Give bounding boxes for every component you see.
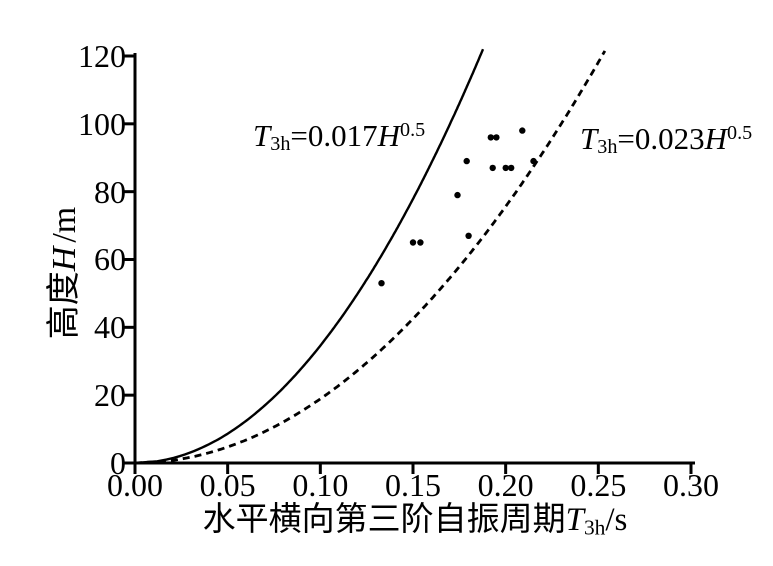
axis-spine bbox=[133, 53, 695, 465]
curve2-eq-base: H bbox=[704, 121, 728, 156]
data-point bbox=[409, 239, 417, 246]
y-tick-label: 120 bbox=[78, 37, 126, 74]
x-tick-label: 0.15 bbox=[384, 467, 441, 503]
y-tick-label: 0 bbox=[110, 445, 126, 481]
y-tick-label: 20 bbox=[94, 377, 126, 414]
data-point bbox=[378, 280, 385, 287]
data-point bbox=[463, 157, 470, 165]
x-axis-title-text: 水平横向第三阶自振周期 bbox=[202, 502, 566, 538]
y-tick-label: 60 bbox=[94, 241, 126, 278]
curve1-eq-exponent: 0.5 bbox=[400, 118, 426, 141]
dashed-curve bbox=[134, 50, 607, 465]
data-point bbox=[530, 157, 537, 165]
curve1-equation-label: T3h=0.017H0.5 bbox=[253, 118, 426, 156]
curve2-eq-equals: = bbox=[617, 121, 635, 156]
curve2-eq-variable: T bbox=[580, 121, 598, 156]
x-tick-label: 0.05 bbox=[199, 467, 256, 503]
curve2-eq-exponent: 0.5 bbox=[727, 121, 753, 144]
x-axis-unit: /s bbox=[605, 502, 628, 538]
x-tick-label: 0.00 bbox=[107, 467, 163, 503]
solid-curve bbox=[134, 48, 485, 465]
y-tick-label: 40 bbox=[94, 309, 126, 346]
curve1-eq-base: H bbox=[377, 118, 401, 153]
data-point bbox=[487, 134, 494, 141]
y-axis-variable: H bbox=[46, 246, 83, 272]
curve1-eq-variable: T bbox=[253, 118, 271, 153]
x-tick-label: 0.30 bbox=[662, 467, 719, 503]
y-tick-label: 100 bbox=[78, 105, 126, 142]
data-point bbox=[502, 164, 509, 172]
x-axis-variable-subscript: 3h bbox=[583, 515, 606, 540]
curve2-eq-coefficient: 0.023 bbox=[634, 121, 705, 156]
data-point bbox=[493, 134, 500, 141]
y-axis-title-text: 高度 bbox=[46, 271, 83, 340]
data-point bbox=[519, 127, 526, 134]
data-point bbox=[489, 164, 496, 172]
data-point bbox=[508, 164, 515, 172]
curve2-equation-label: T3h=0.023H0.5 bbox=[580, 121, 753, 159]
x-tick-label: 0.25 bbox=[570, 467, 627, 503]
x-axis-title: 水平横向第三阶自振周期T3h/s bbox=[135, 501, 695, 539]
y-tick-label: 80 bbox=[94, 173, 126, 210]
curve1-eq-subscript: 3h bbox=[270, 133, 291, 156]
x-axis-variable: T bbox=[565, 502, 584, 538]
x-tick-label: 0.20 bbox=[477, 467, 534, 503]
curve1-eq-equals: = bbox=[290, 118, 308, 153]
data-point bbox=[454, 191, 461, 199]
y-axis-title: 高度H/m bbox=[45, 153, 85, 393]
y-axis-unit: /m bbox=[46, 206, 83, 243]
curve2-eq-subscript: 3h bbox=[597, 136, 618, 159]
data-point bbox=[465, 232, 472, 239]
x-tick-label: 0.10 bbox=[292, 467, 349, 503]
data-point bbox=[417, 239, 424, 246]
curve1-eq-coefficient: 0.017 bbox=[307, 118, 378, 153]
